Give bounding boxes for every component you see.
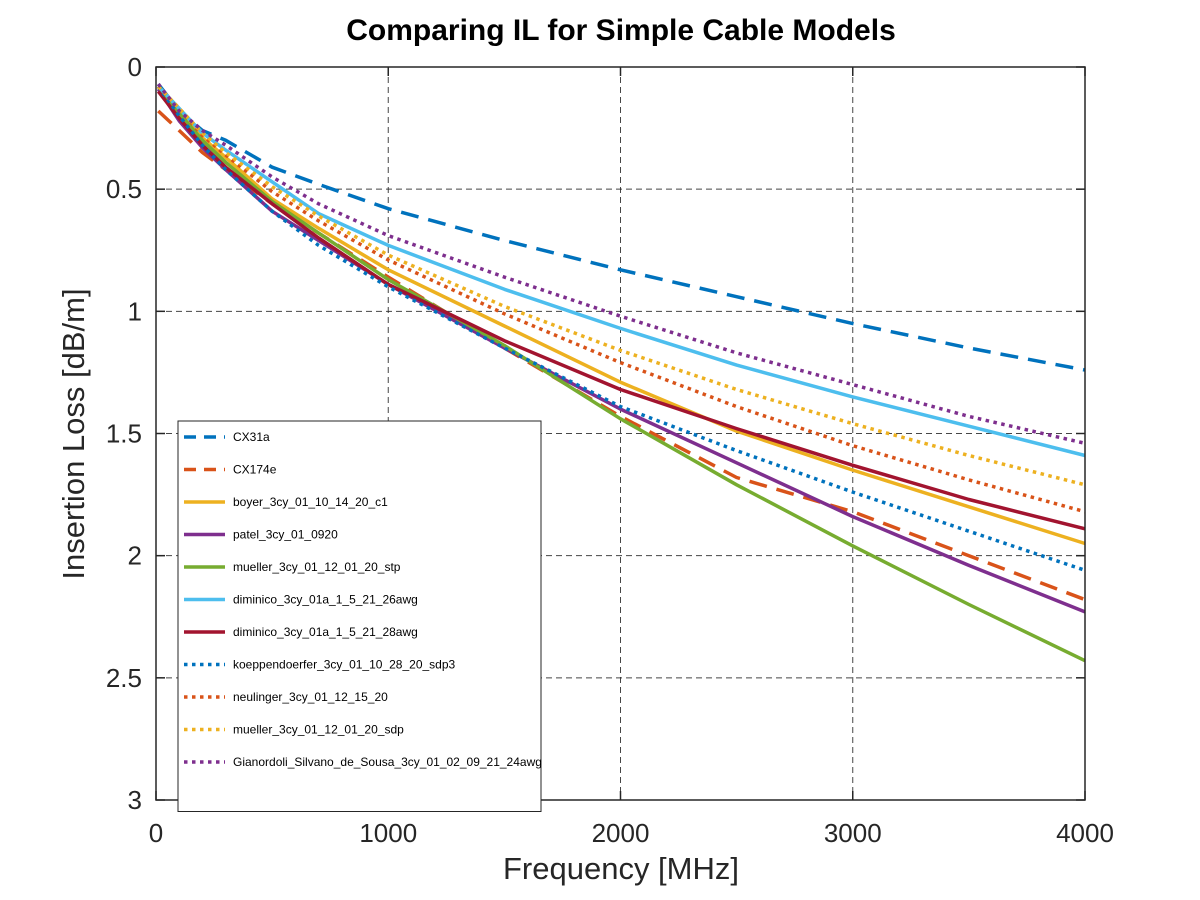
y-tick-label: 0.5 [106,174,142,204]
x-tick-label: 3000 [824,818,882,848]
legend-label-7: diminico_3cy_01a_1_5_21_28awg [233,625,418,639]
series-line-10 [157,85,1086,487]
legend-label-11: Gianordoli_Silvano_de_Sousa_3cy_01_02_09… [233,755,542,769]
y-tick-label: 2 [128,541,142,571]
x-tick-label: 1000 [359,818,417,848]
series-line-8 [156,85,1086,572]
y-tick-label: 1.5 [106,419,142,449]
legend-label-1: CX31a [233,430,270,444]
y-tick-label: 3 [128,785,142,815]
x-tick-label: 4000 [1056,818,1114,848]
legend-label-8: koeppendoerfer_3cy_01_10_28_20_sdp3 [233,658,456,672]
series-line-2 [157,109,1086,602]
y-tick-label: 1 [128,296,142,326]
legend-box [177,420,542,812]
series-line-9 [157,85,1086,514]
plot-area: 0 1000 2000 3000 4000 0 0.5 1 1.5 2 2.5 3 [106,52,1114,848]
legend-label-10: mueller_3cy_01_12_01_20_sdp [233,723,404,737]
y-tick-label: 2.5 [106,663,142,693]
y-axis-label: Insertion Loss [dB/m] [56,288,91,579]
legend: CX31a CX174e boyer_3cy_01_10_14_20_c1patel… [177,420,542,812]
legend-label-3: boyer_3cy_01_10_14_20_c1 [233,495,388,509]
series-line-11 [156,83,1086,446]
series-line-5 [156,85,1086,663]
legend-label-2: CX174e [233,463,277,477]
legend-label-4: patel_3cy_01_0920 [233,528,338,542]
legend-label-9: neulinger_3cy_01_12_15_20 [233,690,388,704]
legend-label-6: diminico_3cy_01a_1_5_21_26awg [233,593,418,607]
x-axis-label: Frequency [MHz] [503,851,739,886]
x-tick-label: 2000 [592,818,650,848]
y-tick-label: 0 [128,52,142,82]
x-tick-label: 0 [149,818,163,848]
chart-title: Comparing IL for Simple Cable Models [346,14,896,47]
legend-label-5: mueller_3cy_01_12_01_20_stp [233,560,401,574]
